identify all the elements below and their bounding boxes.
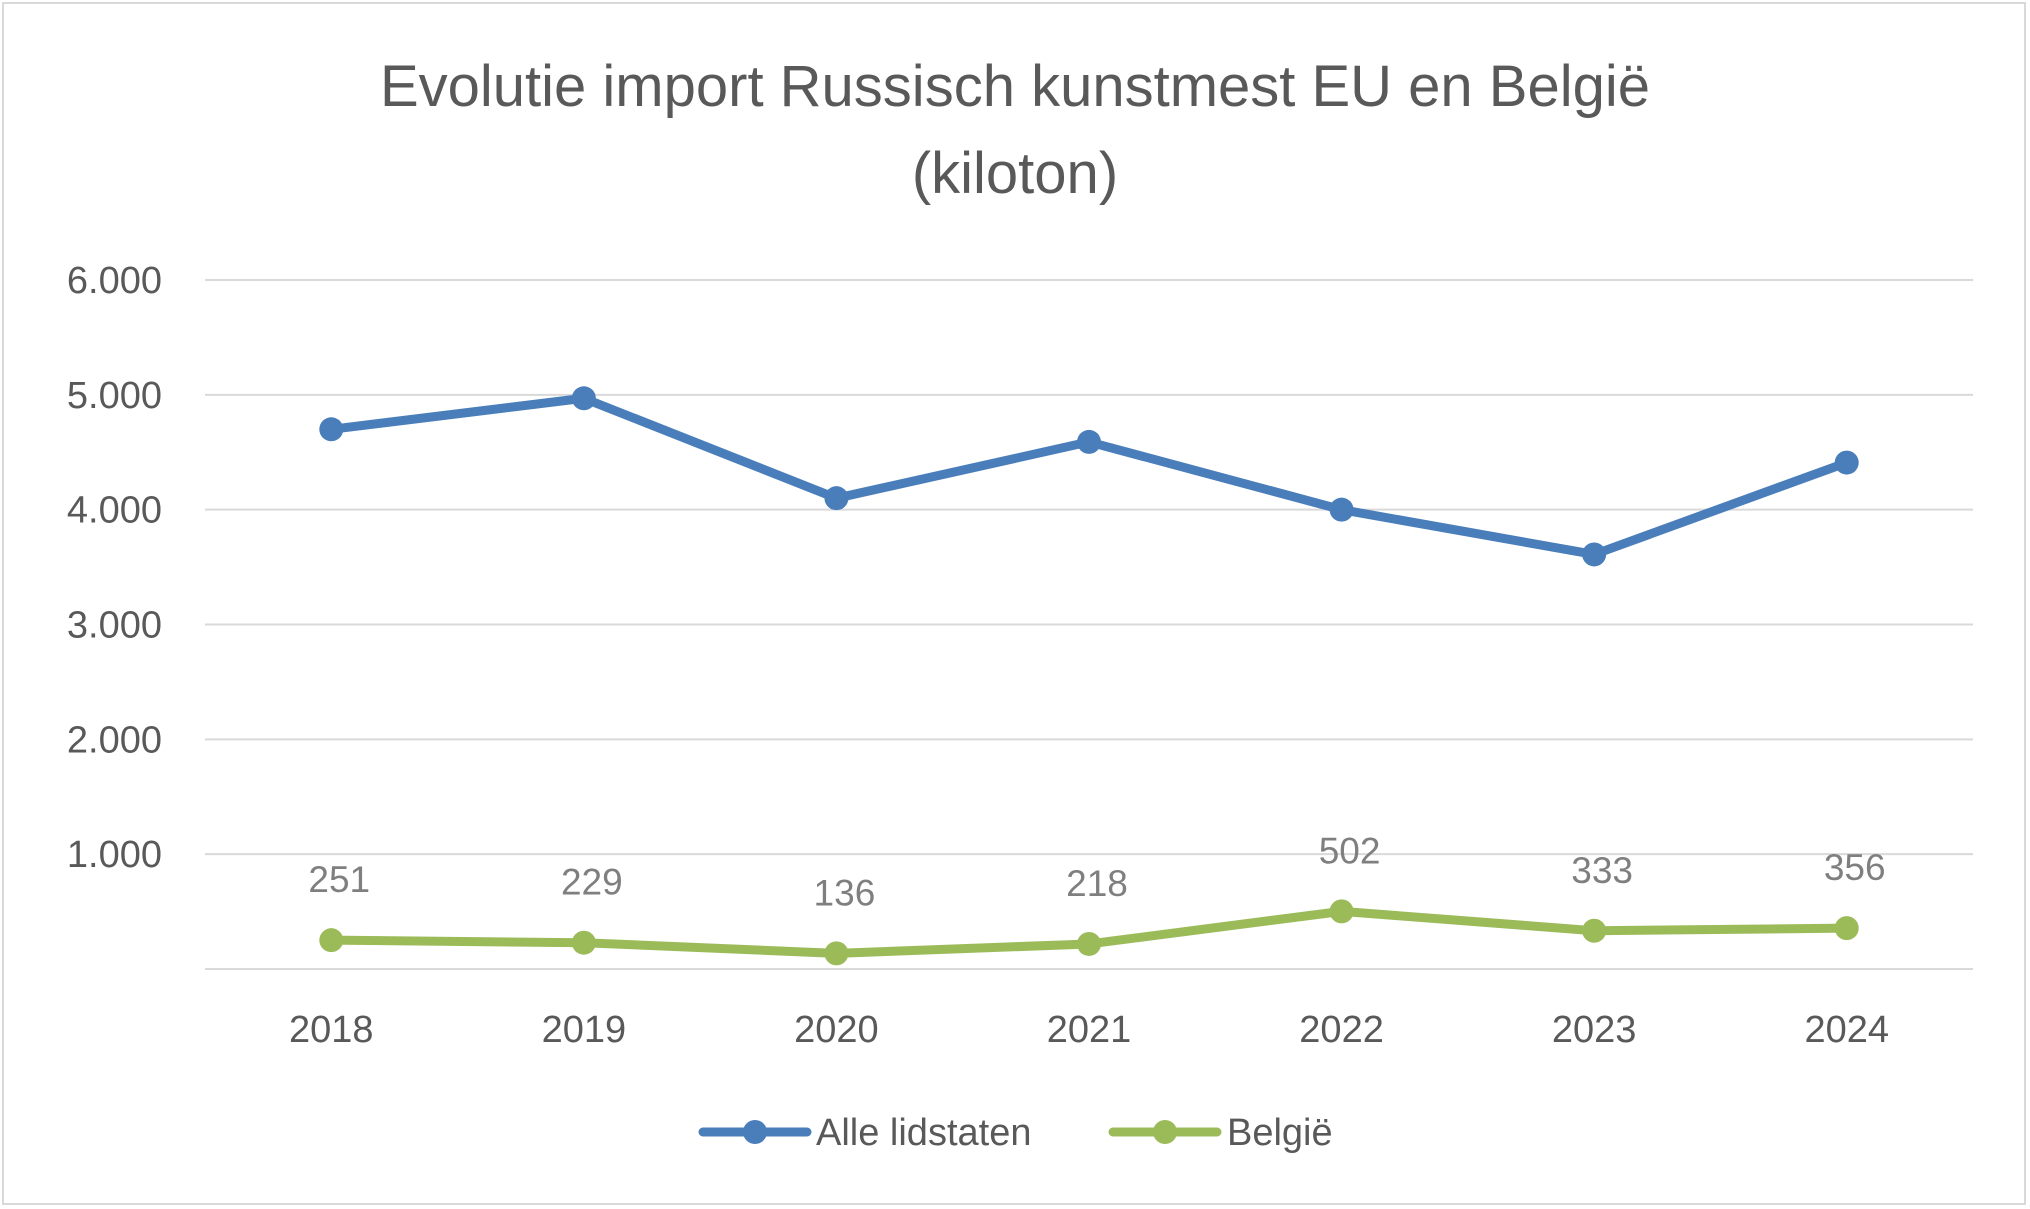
y-tick-label: 5.000 [67, 375, 162, 417]
series-0-point [571, 386, 596, 411]
y-tick-label: 1.000 [67, 834, 162, 876]
chart-title: Evolutie import Russisch kunstmest EU en… [380, 54, 1650, 206]
data-label: 502 [1319, 830, 1381, 871]
y-tick-label: 3.000 [67, 605, 162, 647]
series-line-0 [326, 393, 1852, 559]
y-tick-label: 2.000 [67, 719, 162, 761]
series-1-point [1329, 899, 1354, 924]
legend-swatch-marker [743, 1120, 767, 1144]
legend-swatch-marker [1153, 1120, 1177, 1144]
series-1-point [319, 928, 344, 953]
series-0-point [1834, 450, 1859, 475]
x-tick-label: 2018 [289, 1009, 374, 1051]
series-0-point [1329, 497, 1354, 522]
series-0-point [1582, 542, 1607, 567]
x-tick-label: 2021 [1047, 1009, 1132, 1051]
y-tick-label: 6.000 [67, 260, 162, 302]
gridlines [205, 279, 1973, 970]
series-1-point [1077, 931, 1101, 956]
chart-title-line-2: (kiloton) [912, 141, 1118, 206]
series-area [319, 386, 1859, 966]
chart-title-line-1: Evolutie import Russisch kunstmest EU en… [380, 54, 1650, 119]
y-tick-label: 4.000 [67, 490, 162, 532]
data-labels: 251 229 136 218 502 333 356 [308, 830, 1885, 913]
series-0-point [319, 417, 344, 442]
legend-label: België [1227, 1112, 1333, 1154]
x-axis: 2018 2019 2020 2021 2022 2023 2024 [289, 1009, 1889, 1051]
data-label: 218 [1066, 863, 1128, 904]
data-label: 229 [561, 862, 623, 903]
x-tick-label: 2019 [542, 1009, 627, 1051]
y-axis: 1.000 2.000 3.000 4.000 5.000 6.000 [67, 260, 162, 876]
x-tick-label: 2020 [794, 1009, 879, 1051]
data-label: 356 [1824, 847, 1886, 888]
x-tick-label: 2022 [1299, 1009, 1384, 1051]
data-label: 333 [1571, 850, 1633, 891]
data-label: 136 [814, 872, 876, 913]
series-1-point [1582, 918, 1607, 943]
data-label: 251 [308, 859, 370, 900]
legend-label: Alle lidstaten [816, 1112, 1031, 1154]
legend: Alle lidstaten België [698, 1112, 1333, 1154]
series-1-point [571, 930, 596, 955]
series-1-point [824, 941, 849, 966]
series-0-point [824, 486, 849, 511]
x-tick-label: 2023 [1552, 1009, 1637, 1051]
series-0-point [1077, 429, 1101, 454]
x-tick-label: 2024 [1804, 1009, 1889, 1051]
series-1-point [1834, 916, 1859, 941]
